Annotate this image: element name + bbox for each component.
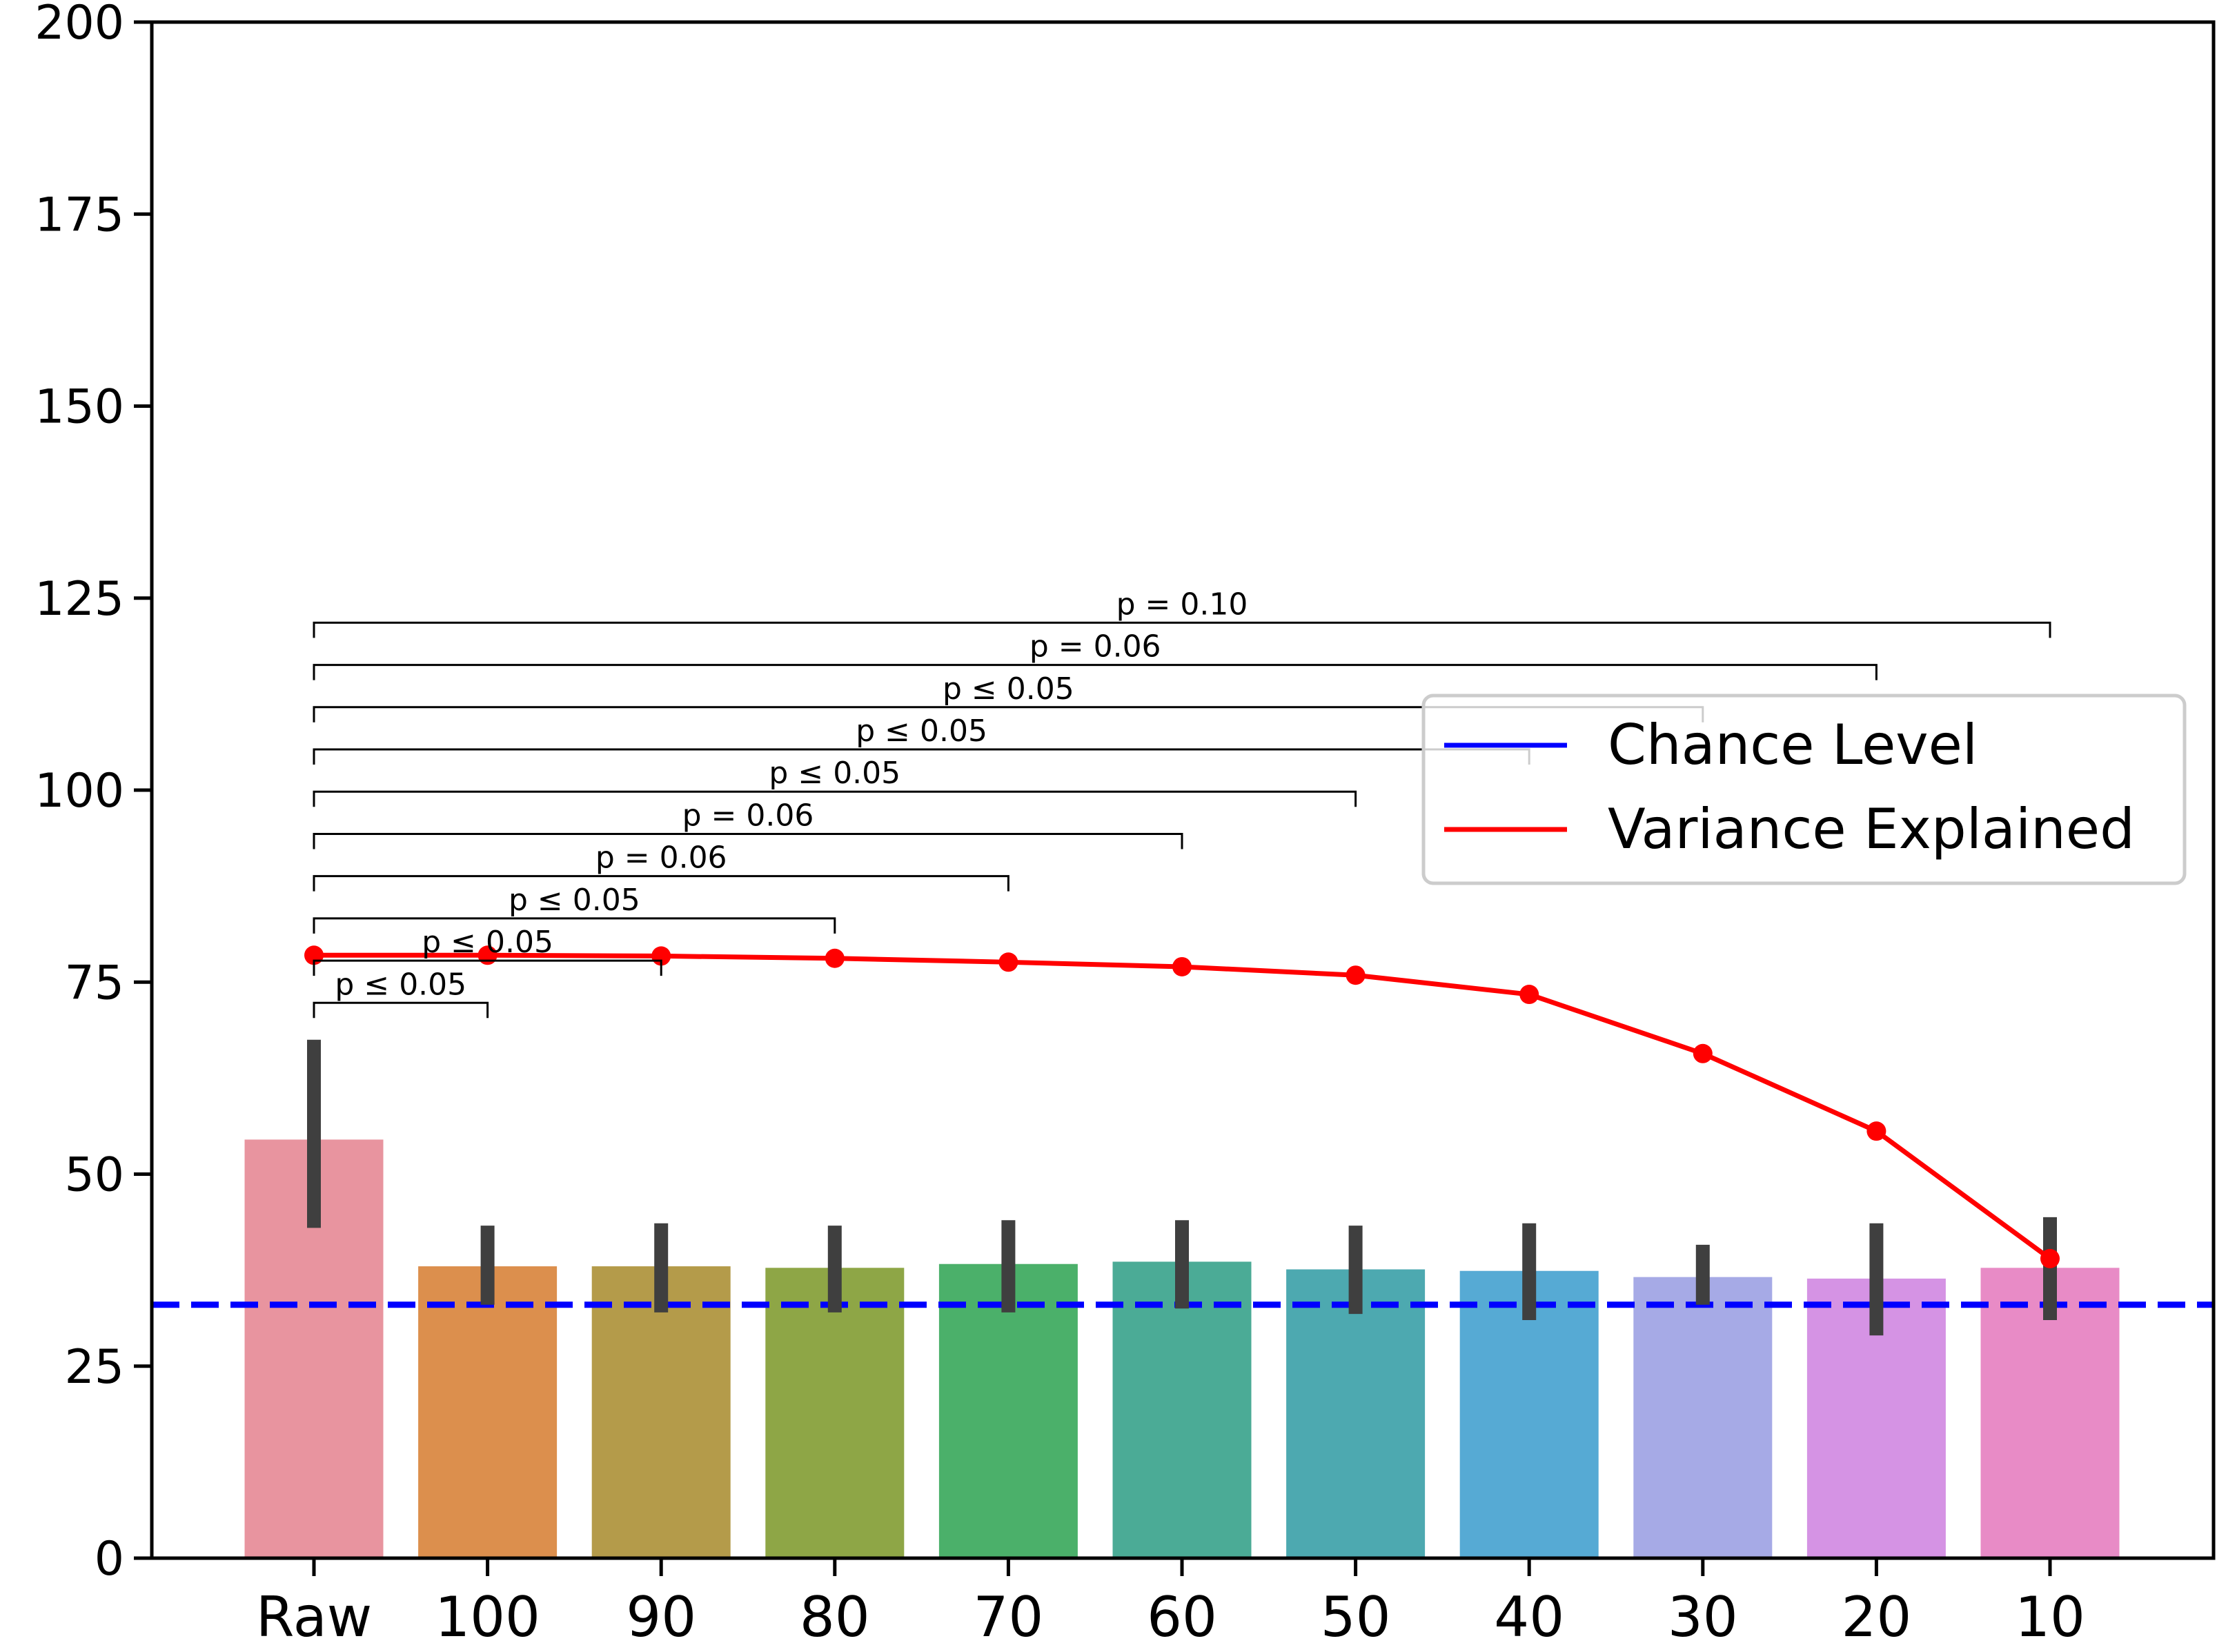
significance-label-3: p ≤ 0.05: [509, 883, 640, 918]
bar-90: [591, 1266, 731, 1558]
significance-label-4: p = 0.06: [595, 840, 727, 876]
y-tick-label-25: 25: [64, 1340, 124, 1395]
significance-bracket-2: [313, 959, 662, 976]
legend-box: [1421, 694, 2187, 885]
variance-point-80: [825, 948, 845, 968]
x-tick-label-50: 50: [1321, 1585, 1391, 1649]
significance-label-1: p ≤ 0.05: [335, 967, 466, 1002]
significance-label-2: p ≤ 0.05: [422, 925, 553, 960]
legend-label-1: Chance Level: [1608, 713, 1978, 777]
y-tick-label-50: 50: [64, 1148, 124, 1203]
variance-point-50: [1346, 965, 1366, 985]
bar-100: [418, 1266, 558, 1558]
significance-label-7: p ≤ 0.05: [856, 714, 987, 749]
y-tick-label-150: 150: [35, 380, 124, 435]
significance-bracket-5: [313, 832, 1183, 849]
axes-group: 0 25 50 75 100 125 150 175 200 Raw 100 90 80 70 60 50 40…: [35, 0, 2216, 1649]
variance-point-10: [2040, 1248, 2060, 1268]
significance-bracket-7: [313, 748, 1530, 765]
legend: Chance Level Variance Explained: [1421, 694, 2187, 885]
x-tick-label-60: 60: [1147, 1585, 1217, 1649]
x-tick-label-70: 70: [974, 1585, 1044, 1649]
y-tick-label-175: 175: [35, 188, 124, 242]
significance-bracket-4: [313, 875, 1009, 892]
significance-label-9: p = 0.06: [1029, 629, 1161, 665]
x-tick-label-80: 80: [800, 1585, 870, 1649]
error-bars-group: [307, 1039, 2057, 1336]
significance-bracket-1: [313, 1001, 489, 1019]
significance-label-10: p = 0.10: [1116, 587, 1248, 622]
y-tick-label-0: 0: [95, 1532, 124, 1586]
significance-label-8: p ≤ 0.05: [943, 671, 1074, 707]
x-tick-label-20: 20: [1842, 1585, 1912, 1649]
x-tick-label-10: 10: [2015, 1585, 2085, 1649]
bar-70: [938, 1263, 1078, 1558]
bar-30: [1633, 1277, 1773, 1558]
y-tick-label-125: 125: [35, 572, 124, 627]
y-tick-label-75: 75: [64, 956, 124, 1010]
significance-bracket-10: [313, 621, 2051, 638]
significance-bracket-9: [313, 664, 1878, 680]
variance-point-20: [1866, 1121, 1886, 1141]
x-tick-label-raw: Raw: [256, 1585, 372, 1649]
variance-point-40: [1519, 985, 1539, 1005]
x-tick-label-40: 40: [1494, 1585, 1564, 1649]
significance-bracket-6: [313, 790, 1357, 807]
variance-line-group: [304, 945, 2060, 1268]
significance-label-5: p = 0.06: [682, 798, 814, 833]
y-tick-label-200: 200: [35, 0, 124, 50]
bar-50: [1286, 1269, 1426, 1558]
x-tick-label-100: 100: [435, 1585, 540, 1649]
significance-label-6: p ≤ 0.05: [769, 756, 900, 791]
variance-point-60: [1172, 956, 1192, 976]
x-tick-label-90: 90: [626, 1585, 696, 1649]
bar-60: [1112, 1261, 1252, 1558]
variance-explained-line: [314, 952, 2052, 1261]
variance-point-70: [998, 952, 1018, 972]
y-tick-label-100: 100: [35, 764, 124, 818]
bar-80: [765, 1268, 905, 1558]
significance-bracket-3: [313, 917, 836, 934]
x-tick-label-30: 30: [1668, 1585, 1738, 1649]
variance-point-30: [1693, 1043, 1713, 1063]
bars-group: [244, 1139, 2120, 1558]
legend-label-2: Variance Explained: [1608, 797, 2135, 861]
